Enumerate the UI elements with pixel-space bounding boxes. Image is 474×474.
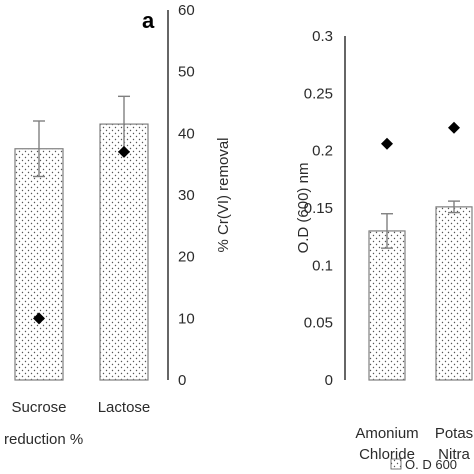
left-y2-tick-label: 20 <box>178 249 195 266</box>
left-marker <box>118 145 130 158</box>
legend-label: O. D 600 <box>405 457 457 472</box>
left-y2-axis-title: % Cr(VI) removal <box>215 137 232 252</box>
left-y2-tick-label: 40 <box>178 125 195 142</box>
right-y-tick-label: 0.1 <box>312 257 333 274</box>
right-category-label: Potas <box>435 425 473 442</box>
right-y-tick-label: 0.25 <box>304 85 333 102</box>
left-bar <box>99 123 149 381</box>
right-y-tick-label: 0.05 <box>304 315 333 332</box>
left-y2-tick-label: 0 <box>178 372 186 389</box>
right-bar <box>368 230 406 381</box>
left-panel-letter: a <box>142 8 155 33</box>
left-x-axis-title: reduction % <box>4 431 83 448</box>
right-marker <box>381 137 393 150</box>
right-bar <box>435 206 473 381</box>
left-bar <box>14 148 64 381</box>
right-category-label: Amonium <box>355 425 418 442</box>
left-category-label: Lactose <box>98 399 151 416</box>
right-category-label: Nitra <box>438 446 470 463</box>
left-y2-tick-label: 50 <box>178 64 195 81</box>
left-marker <box>33 312 45 325</box>
right-y-tick-label: 0.15 <box>304 200 333 217</box>
left-y2-tick-label: 30 <box>178 187 195 204</box>
right-y-tick-label: 0.2 <box>312 143 333 160</box>
legend-swatch <box>390 458 402 470</box>
left-y2-tick-label: 60 <box>178 2 195 19</box>
right-marker <box>448 121 460 134</box>
right-y-tick-label: 0 <box>325 372 333 389</box>
left-category-label: Sucrose <box>11 399 66 416</box>
left-y2-tick-label: 10 <box>178 310 195 327</box>
right-y-tick-label: 0.3 <box>312 28 333 45</box>
right-y-axis-title: O.D (600) nm <box>295 163 312 254</box>
